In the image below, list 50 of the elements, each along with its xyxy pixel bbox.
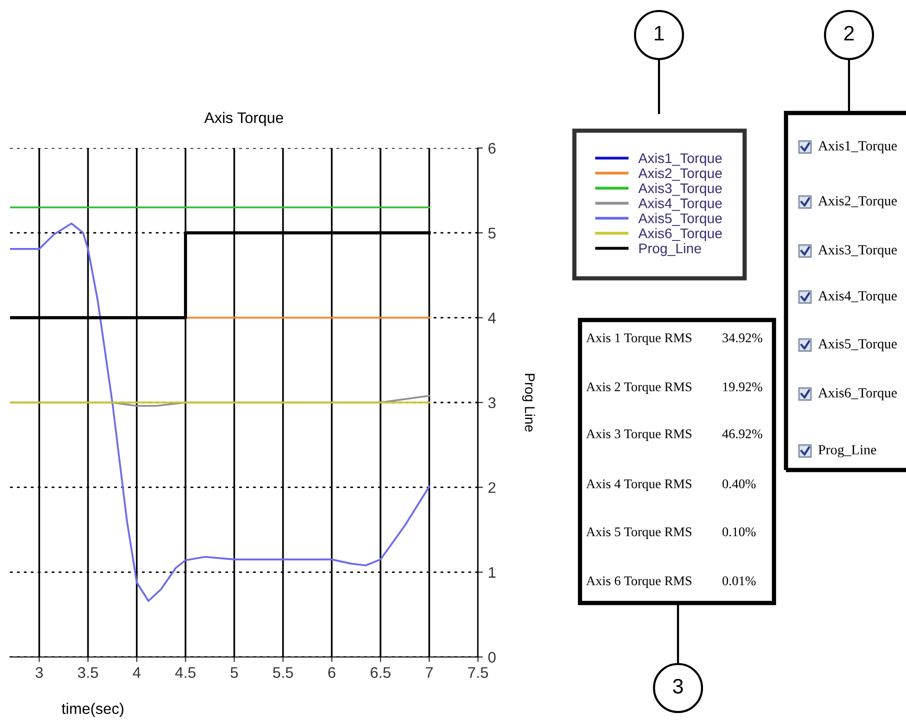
text: 3: [673, 678, 683, 694]
y-axis-title: Prog Line: [522, 374, 536, 432]
text: 19.92%: [723, 382, 762, 392]
y-tick-label: 2: [488, 482, 496, 493]
text: Axis 6 Torque RMS: [586, 576, 692, 588]
x-tick-label: 3.5: [78, 667, 98, 678]
x-tick-label: 5: [230, 667, 238, 678]
y-tick-label: 6: [488, 142, 496, 154]
text: Axis3_Torque: [818, 245, 897, 258]
x-tick-label: 4.5: [175, 667, 196, 678]
text: Axis6_Torque: [818, 388, 897, 400]
text: Axis 3 Torque RMS: [586, 429, 692, 441]
text: 0.01%: [722, 576, 756, 586]
legend-label: Prog_Line: [639, 243, 701, 256]
x-axis-title: time(sec): [62, 702, 124, 718]
chart-title: Axis Torque: [204, 112, 284, 126]
line-series: [10, 222, 430, 602]
text: 0.40%: [722, 479, 756, 488]
text: 2: [844, 26, 854, 40]
y-tick-label: 1: [488, 567, 496, 578]
legend-label: Axis3_Torque: [638, 182, 722, 196]
legend-label: Axis2_Torque: [638, 168, 722, 181]
legend-label: Axis5_Torque: [638, 213, 722, 226]
text: Axis2_Torque: [818, 196, 897, 208]
y-tick-label: 3: [488, 397, 496, 408]
text: Axis4_Torque: [818, 291, 897, 304]
legend-label: Axis1_Torque: [638, 152, 722, 166]
text: 1: [654, 26, 664, 40]
x-tick-label: 6: [328, 667, 336, 678]
text: Axis 5 Torque RMS: [586, 527, 692, 539]
legend-label: Axis6_Torque: [638, 228, 722, 242]
y-tick-label: 0: [488, 652, 496, 663]
legend-label: Axis4_Torque: [638, 198, 722, 211]
x-tick-label: 7: [426, 667, 433, 678]
text: Axis5_Torque: [818, 339, 897, 352]
x-tick-label: 4: [132, 667, 141, 678]
text: 46.92%: [722, 429, 762, 438]
text: Axis1_Torque: [818, 141, 897, 154]
x-tick-label: 7.5: [468, 667, 488, 678]
text: Prog_Line: [818, 445, 876, 458]
y-tick-label: 4: [488, 312, 496, 324]
text: Axis 1 Torque RMS: [586, 333, 692, 345]
x-tick-label: 3: [36, 667, 43, 678]
text: Axis 2 Torque RMS: [586, 382, 692, 394]
text: 34.92%: [722, 333, 762, 342]
text: 0.10%: [722, 527, 756, 536]
text: Axis 4 Torque RMS: [586, 479, 692, 491]
y-tick-label: 5: [488, 228, 496, 239]
x-tick-label: 6.5: [370, 667, 390, 678]
x-tick-label: 5.5: [272, 667, 293, 678]
